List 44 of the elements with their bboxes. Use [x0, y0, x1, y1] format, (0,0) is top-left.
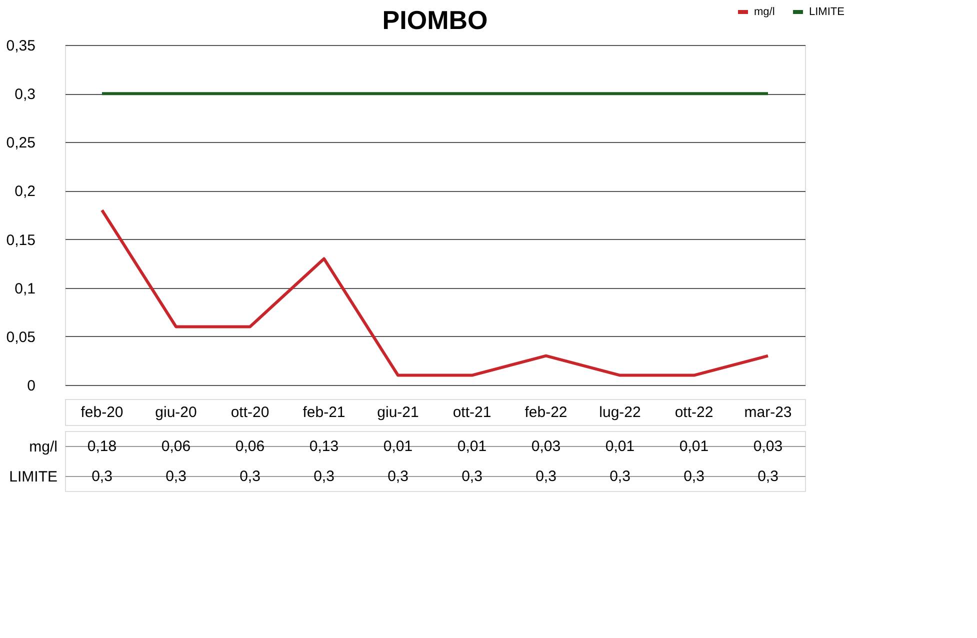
- x-tick-label: lug-22: [599, 404, 641, 421]
- data-label: 0,3: [92, 468, 112, 485]
- y-tick-label: 0,3: [14, 86, 36, 104]
- y-tick-label: 0,35: [6, 38, 36, 54]
- x-tick-label: feb-21: [302, 404, 346, 421]
- x-tick-label: ott-22: [674, 404, 714, 421]
- x-tick-label: ott-21: [452, 404, 492, 421]
- y-tick-label: 0,15: [6, 232, 36, 249]
- data-label: 0,13: [309, 438, 339, 455]
- data-label: 0,06: [235, 438, 265, 455]
- line-series: [100, 208, 770, 377]
- data-label: 0,3: [240, 468, 260, 485]
- text: mg/l: [29, 438, 58, 456]
- x-tick-label: feb-22: [524, 404, 568, 421]
- data-label: 0,03: [531, 438, 561, 455]
- legend-label: mg/l: [754, 6, 775, 18]
- text: LIMITE: [9, 468, 58, 486]
- x-tick-label: giu-20: [155, 404, 197, 421]
- data-label: 0,3: [462, 468, 482, 485]
- data-label: 0,01: [383, 438, 413, 455]
- data-label: 0,3: [388, 468, 408, 485]
- data-label: 0,01: [679, 438, 709, 455]
- y-tick-label: 0,05: [6, 328, 36, 346]
- data-label: 0,3: [758, 468, 778, 485]
- x-tick-label: giu-21: [377, 404, 419, 421]
- data-label: 0,01: [457, 438, 487, 455]
- data-label: 0,3: [536, 468, 556, 485]
- data-label: 0,03: [753, 438, 783, 455]
- y-tick-label: 0,2: [14, 183, 36, 200]
- x-tick-label: mar-23: [744, 404, 792, 421]
- data-label: 0,18: [87, 438, 117, 455]
- y-tick-label: 0,1: [14, 280, 36, 298]
- data-label: 0,3: [166, 468, 186, 485]
- x-tick-label: feb-20: [80, 404, 124, 421]
- data-label: 0,3: [314, 468, 334, 485]
- data-label: 0,3: [610, 468, 630, 485]
- data-label: 0,01: [605, 438, 635, 455]
- y-tick-label: 0: [27, 378, 36, 394]
- data-label: 0,06: [161, 438, 191, 455]
- y-tick-label: 0,25: [6, 134, 36, 152]
- x-tick-label: ott-20: [230, 404, 270, 421]
- chart-title: PIOMBO: [382, 5, 488, 35]
- legend-label: LIMITE: [809, 6, 844, 18]
- data-label: 0,3: [684, 468, 704, 485]
